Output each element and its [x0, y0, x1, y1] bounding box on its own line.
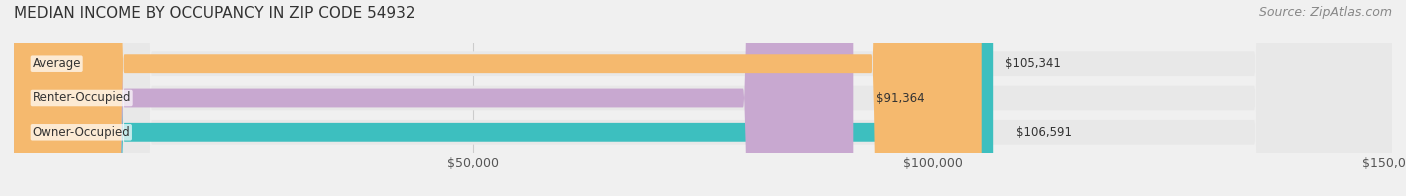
FancyBboxPatch shape [14, 0, 1392, 196]
Text: $106,591: $106,591 [1017, 126, 1073, 139]
Text: Average: Average [32, 57, 82, 70]
Text: MEDIAN INCOME BY OCCUPANCY IN ZIP CODE 54932: MEDIAN INCOME BY OCCUPANCY IN ZIP CODE 5… [14, 6, 416, 21]
FancyBboxPatch shape [14, 0, 853, 196]
Text: Renter-Occupied: Renter-Occupied [32, 92, 131, 104]
Text: Owner-Occupied: Owner-Occupied [32, 126, 131, 139]
FancyBboxPatch shape [14, 0, 993, 196]
FancyBboxPatch shape [14, 0, 981, 196]
Text: $105,341: $105,341 [1005, 57, 1060, 70]
FancyBboxPatch shape [14, 0, 1392, 196]
FancyBboxPatch shape [14, 0, 1392, 196]
Text: Source: ZipAtlas.com: Source: ZipAtlas.com [1258, 6, 1392, 19]
Text: $91,364: $91,364 [876, 92, 925, 104]
